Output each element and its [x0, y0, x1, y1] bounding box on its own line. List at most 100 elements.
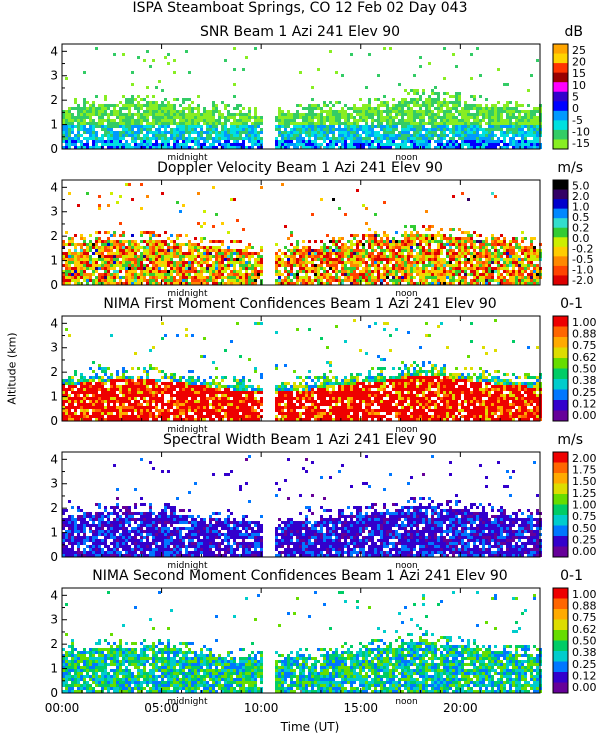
colorbar-segment [553, 347, 568, 359]
colorbar-label: 0.38 [572, 374, 597, 387]
colorbar-label: 0.88 [572, 600, 597, 613]
colorbar-label: 0.50 [572, 635, 597, 648]
y-tick-label: 3 [50, 477, 58, 491]
noon-marker: noon [395, 153, 417, 163]
panel-title: NIMA First Moment Confidences Beam 1 Azi… [103, 296, 496, 312]
colorbar-segment [553, 630, 568, 641]
x-tick-label: 05:00 [144, 701, 179, 715]
colorbar-segment [553, 609, 568, 620]
y-tick-label: 0 [50, 686, 58, 700]
y-tick-label: 3 [50, 613, 58, 627]
y-tick-label: 3 [50, 69, 58, 83]
colorbar-segment [553, 256, 568, 267]
colorbar-label: 0.00 [572, 681, 597, 694]
y-tick-label: 1 [50, 662, 58, 676]
y-tick-label: 0 [50, 550, 58, 564]
colorbar-segment [553, 536, 568, 547]
y-tick-label: 3 [50, 205, 58, 219]
colorbar-label: -5 [572, 114, 583, 127]
panel-snr: SNR Beam 1 Azi 241 Elev 90 dB 0 1 2 3 4 midnigh… [50, 24, 590, 163]
panel-unit: m/s [557, 160, 583, 176]
midnight-marker: midnight [167, 289, 208, 299]
colorbar-segment [553, 246, 568, 257]
y-tick-label: 4 [50, 44, 58, 58]
colorbar: 1.000.880.750.620.500.380.250.120.00 [552, 587, 597, 694]
colorbar-segment [553, 473, 568, 484]
panel-unit: 0-1 [560, 568, 583, 584]
colorbar-label: 1.00 [572, 316, 597, 329]
colorbar-label: 1.00 [572, 499, 597, 512]
data-field [62, 455, 542, 557]
y-tick-label: 4 [50, 452, 58, 466]
colorbar-segment [553, 316, 568, 327]
colorbar-segment [553, 483, 568, 495]
data-field [62, 183, 542, 285]
colorbar-segment [553, 218, 568, 229]
colorbar-segment [553, 72, 568, 83]
colorbar-segment [553, 619, 568, 631]
colorbar-label: 0.00 [572, 545, 597, 558]
colorbar-segment [553, 82, 568, 93]
data-field [62, 591, 542, 693]
colorbar-segment [553, 53, 568, 64]
colorbar-segment [553, 180, 568, 191]
colorbar-segment [553, 63, 568, 74]
colorbar-label: 0.75 [572, 510, 597, 523]
colorbar-label: 2.0 [572, 190, 590, 203]
colorbar-label: 0.50 [572, 522, 597, 535]
colorbar-label: 0.75 [572, 339, 597, 352]
midnight-marker: midnight [167, 561, 208, 571]
colorbar-label: 0.62 [572, 351, 597, 364]
colorbar-segment [553, 189, 568, 200]
data-field [62, 47, 542, 149]
colorbar-label: 0.38 [572, 646, 597, 659]
colorbar-label: -0.5 [572, 253, 593, 266]
colorbar-label: 0 [572, 102, 579, 115]
colorbar-segment [553, 208, 568, 219]
y-tick-label: 1 [50, 390, 58, 404]
colorbar-label: 5 [572, 91, 579, 104]
y-tick-label: 1 [50, 526, 58, 540]
y-tick-label: 4 [50, 316, 58, 330]
colorbar-segment [553, 337, 568, 348]
colorbar-segment [553, 598, 568, 610]
panel-unit: m/s [557, 432, 583, 448]
colorbar-segment [553, 462, 568, 474]
colorbar-segment [553, 400, 568, 411]
colorbar-segment [553, 110, 568, 121]
colorbar-segment [553, 379, 568, 390]
colorbar-segment [553, 139, 568, 150]
colorbar-label: 0.5 [572, 211, 590, 224]
panel-title: NIMA Second Moment Confidences Beam 1 Az… [92, 568, 507, 584]
colorbar-segment [553, 588, 568, 599]
panel-title: SNR Beam 1 Azi 241 Elev 90 [200, 24, 400, 40]
panel-conf2: NIMA Second Moment Confidences Beam 1 Az… [50, 568, 596, 707]
colorbar-segment [553, 199, 568, 210]
x-tick-label: 20:00 [443, 701, 478, 715]
colorbar-segment [553, 227, 568, 238]
y-tick-label: 0 [50, 414, 58, 428]
y-tick-label: 4 [50, 180, 58, 194]
colorbar-segment [553, 494, 568, 505]
y-tick-label: 0 [50, 278, 58, 292]
colorbar-label: 1.50 [572, 475, 597, 488]
x-axis-label: Time (UT) [280, 720, 340, 734]
noon-marker: noon [395, 561, 417, 571]
colorbar-label: 0.62 [572, 623, 597, 636]
x-tick-label: 15:00 [343, 701, 378, 715]
panel-doppler: Doppler Velocity Beam 1 Azi 241 Elev 90 m… [50, 160, 593, 299]
colorbar-segment [553, 504, 568, 516]
panel-width: Spectral Width Beam 1 Azi 241 Elev 90 m/s… [50, 432, 596, 571]
colorbar-label: 0.12 [572, 670, 597, 683]
colorbar: 2.001.751.501.251.000.750.500.250.00 [552, 451, 597, 558]
colorbar-label: 0.2 [572, 221, 590, 234]
colorbar-segment [553, 237, 568, 248]
y-tick-label: 4 [50, 588, 58, 602]
panel-unit: dB [565, 24, 584, 40]
colorbar-segment [553, 91, 568, 102]
panel-unit: 0-1 [560, 296, 583, 312]
colorbar-segment [553, 44, 568, 55]
colorbar-segment [553, 640, 568, 652]
colorbar-label: 0.25 [572, 658, 597, 671]
